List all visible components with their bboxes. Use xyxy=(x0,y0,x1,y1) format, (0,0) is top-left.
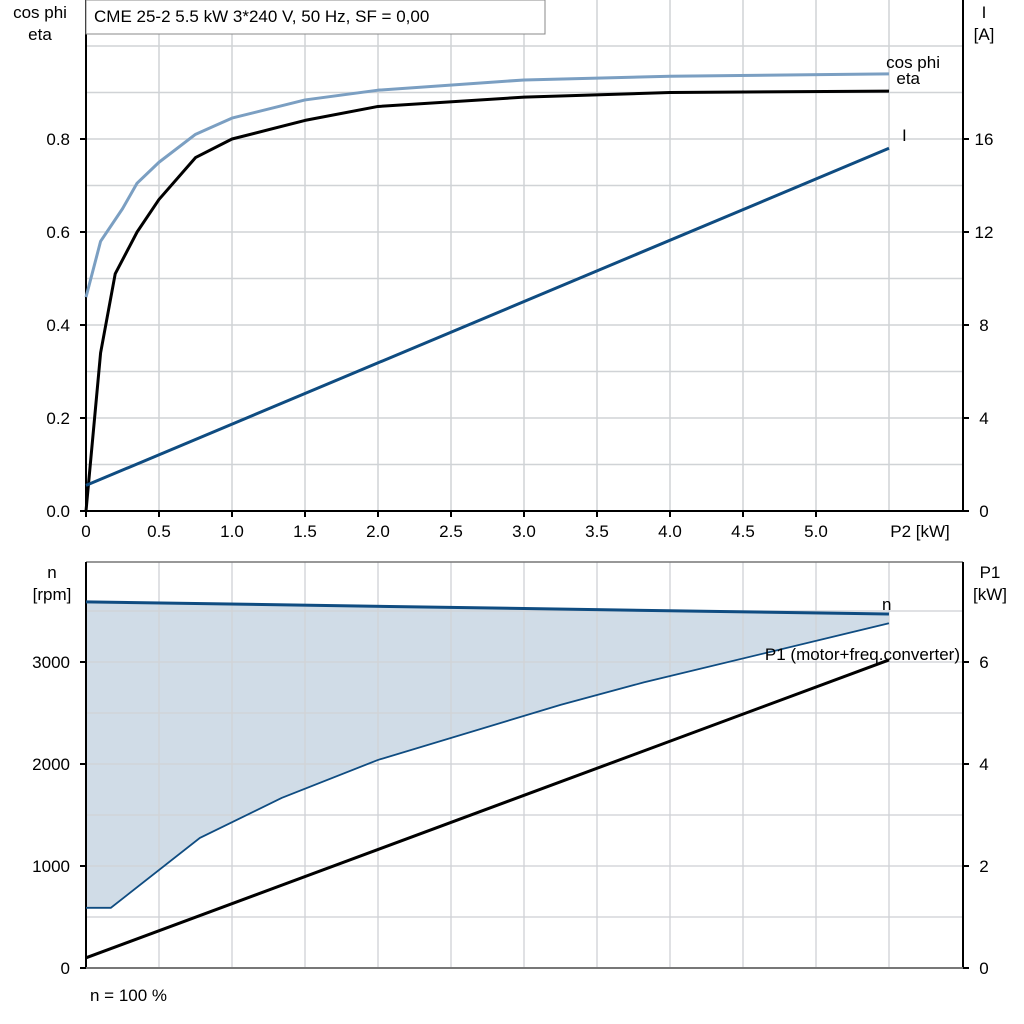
y-tick-label-right: 0 xyxy=(979,502,988,521)
y-tick-label-right: 4 xyxy=(979,409,988,428)
y-tick-label-left: 0 xyxy=(61,959,70,978)
y-axis-label-left: eta xyxy=(28,25,52,44)
y-tick-label-right: 0 xyxy=(979,959,988,978)
y-tick-label-left: 0.0 xyxy=(46,502,70,521)
x-tick-label: 4.0 xyxy=(658,522,682,541)
x-tick-label: 3.0 xyxy=(512,522,536,541)
x-tick-label: 2.5 xyxy=(439,522,463,541)
y-tick-label-right: 6 xyxy=(979,653,988,672)
series-line-min-speed xyxy=(86,622,890,909)
y-tick-label-left: 0.2 xyxy=(46,409,70,428)
y-tick-label-right: 2 xyxy=(979,857,988,876)
x-tick-label: 2.0 xyxy=(366,522,390,541)
series-label-eta: eta xyxy=(896,69,920,88)
series-line-eta xyxy=(84,89,890,512)
y-tick-label-right: 16 xyxy=(975,130,994,149)
y-tick-label-left: 1000 xyxy=(32,857,70,876)
y-tick-label-left: 3000 xyxy=(32,653,70,672)
series-label-cos-phi: cos phi xyxy=(886,53,940,72)
y-axis-label-right: [kW] xyxy=(973,585,1007,604)
y-axis-label-right: P1 xyxy=(980,563,1001,582)
y-axis-label-right: [A] xyxy=(974,25,995,44)
x-tick-label: 5.0 xyxy=(804,522,828,541)
x-tick-label: 0.5 xyxy=(147,522,171,541)
y-tick-label-left: 0.6 xyxy=(46,223,70,242)
y-axis-label-left: cos phi xyxy=(13,3,67,22)
x-tick-label: 3.5 xyxy=(585,522,609,541)
x-tick-label: 4.5 xyxy=(731,522,755,541)
y-tick-label-left: 0.8 xyxy=(46,130,70,149)
speed-range-area xyxy=(86,601,889,908)
y-tick-label-left: 0.4 xyxy=(46,316,70,335)
y-axis-label-right: I xyxy=(982,3,987,22)
series-label-I: I xyxy=(902,126,907,145)
series-label-n: n xyxy=(882,595,891,614)
series-line-I xyxy=(85,146,890,487)
series-label-P1: P1 (motor+freq.converter) xyxy=(765,645,960,664)
series-line-cos-phi xyxy=(84,72,890,298)
y-axis-label-left: [rpm] xyxy=(33,585,72,604)
x-tick-label: 1.0 xyxy=(220,522,244,541)
y-tick-label-right: 4 xyxy=(979,755,988,774)
series-line-n xyxy=(85,600,890,616)
y-axis-label-left: n xyxy=(47,563,56,582)
x-tick-label: 0 xyxy=(81,522,90,541)
x-tick-label: 1.5 xyxy=(293,522,317,541)
series-line-P1 xyxy=(85,658,890,960)
title-box xyxy=(85,0,546,35)
y-tick-label-right: 8 xyxy=(979,316,988,335)
y-tick-label-left: 2000 xyxy=(32,755,70,774)
y-tick-label-right: 12 xyxy=(975,223,994,242)
speed-note: n = 100 % xyxy=(90,986,167,1005)
chart-title: CME 25-2 5.5 kW 3*240 V, 50 Hz, SF = 0,0… xyxy=(94,7,429,26)
x-axis-label: P2 [kW] xyxy=(890,522,950,541)
